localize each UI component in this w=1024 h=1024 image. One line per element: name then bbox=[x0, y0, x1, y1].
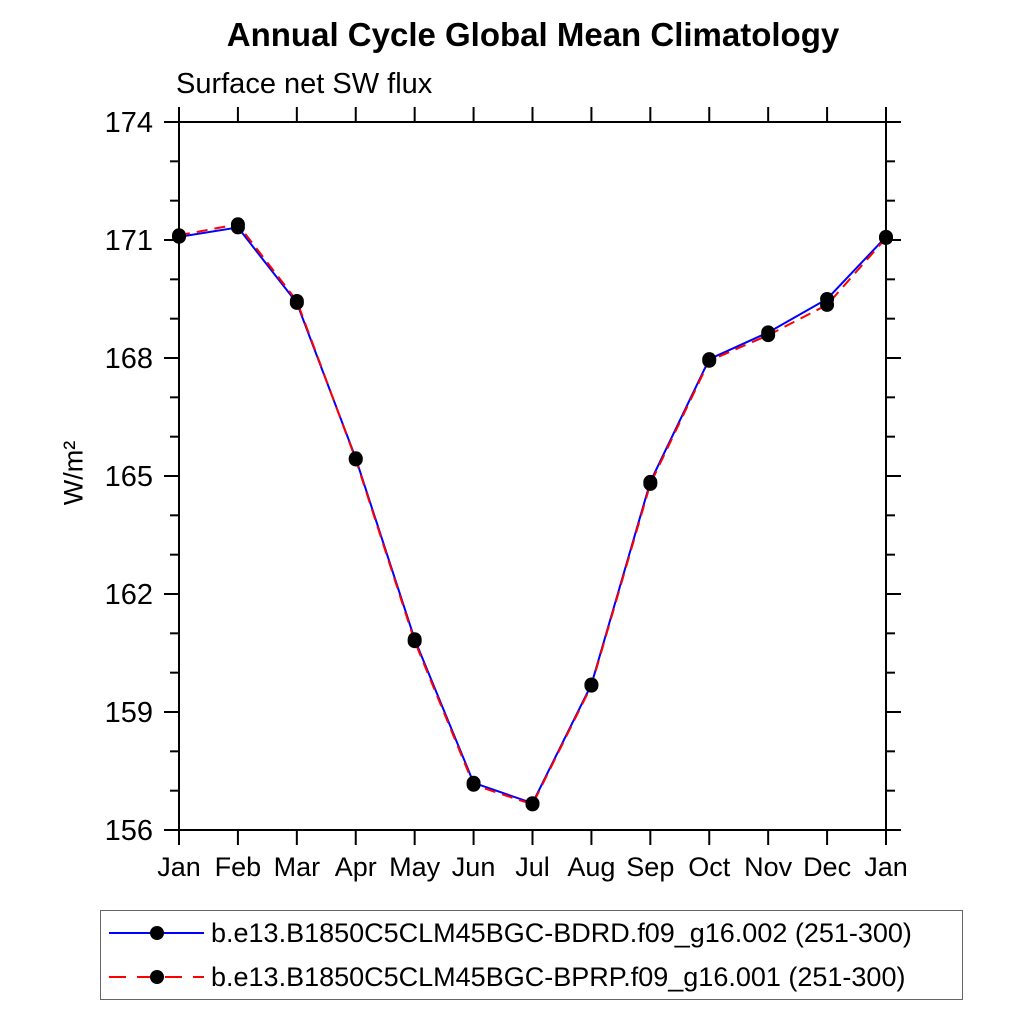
svg-text:Jan: Jan bbox=[864, 852, 908, 882]
series-lines bbox=[178, 223, 887, 806]
legend: b.e13.B1850C5CLM45BGC-BDRD.f09_g16.002 (… bbox=[100, 910, 963, 1000]
x-axis-ticks: Jan Feb Mar Apr May Jun Jul Aug Sep Oct Nov Dec Jan bbox=[157, 107, 908, 882]
svg-text:Oct: Oct bbox=[688, 852, 731, 882]
legend-line-sample-blue-solid bbox=[109, 926, 204, 940]
legend-row-series-1: b.e13.B1850C5CLM45BGC-BDRD.f09_g16.002 (… bbox=[101, 911, 962, 955]
svg-text:May: May bbox=[389, 852, 441, 882]
svg-text:Sep: Sep bbox=[626, 852, 674, 882]
svg-text:156: 156 bbox=[105, 815, 153, 847]
chart-subtitle: Surface net SW flux bbox=[176, 68, 433, 100]
data-point-marker bbox=[466, 777, 481, 792]
data-point-marker bbox=[348, 452, 363, 467]
legend-marker-dot bbox=[150, 926, 164, 940]
svg-text:Jun: Jun bbox=[452, 852, 496, 882]
data-point-marker bbox=[289, 293, 304, 308]
data-point-marker bbox=[230, 217, 245, 232]
svg-text:Nov: Nov bbox=[744, 852, 793, 882]
svg-text:Jul: Jul bbox=[515, 852, 550, 882]
y-axis-ticks: 156 159 162 165 168 171 174 bbox=[105, 107, 901, 847]
svg-text:Jan: Jan bbox=[157, 852, 201, 882]
data-point-marker bbox=[643, 476, 658, 491]
data-point-marker bbox=[407, 634, 422, 649]
legend-label-series-2: b.e13.B1850C5CLM45BGC-BPRP.f09_g16.001 (… bbox=[211, 961, 906, 992]
series-line bbox=[178, 226, 887, 805]
svg-text:171: 171 bbox=[105, 225, 153, 257]
svg-text:162: 162 bbox=[105, 579, 153, 611]
svg-text:Feb: Feb bbox=[215, 852, 262, 882]
svg-text:165: 165 bbox=[105, 461, 153, 493]
axis-frame bbox=[178, 121, 887, 831]
data-point-marker bbox=[879, 231, 893, 246]
legend-label-series-1: b.e13.B1850C5CLM45BGC-BDRD.f09_g16.002 (… bbox=[211, 917, 912, 948]
legend-line-sample-red-dashed bbox=[109, 970, 204, 984]
data-point-marker bbox=[761, 328, 776, 343]
svg-text:Aug: Aug bbox=[567, 852, 615, 882]
svg-text:159: 159 bbox=[105, 697, 153, 729]
svg-text:174: 174 bbox=[105, 107, 153, 139]
svg-text:Apr: Apr bbox=[335, 852, 377, 882]
legend-marker-dot bbox=[150, 970, 164, 984]
svg-text:Mar: Mar bbox=[274, 852, 321, 882]
legend-row-series-2: b.e13.B1850C5CLM45BGC-BPRP.f09_g16.001 (… bbox=[101, 955, 962, 999]
series-markers bbox=[172, 217, 893, 812]
data-point-marker bbox=[525, 797, 540, 812]
chart-title: Annual Cycle Global Mean Climatology bbox=[226, 16, 840, 53]
data-point-marker bbox=[820, 297, 835, 312]
data-point-marker bbox=[172, 228, 186, 243]
svg-text:Dec: Dec bbox=[803, 852, 851, 882]
svg-text:168: 168 bbox=[105, 343, 153, 375]
data-point-marker bbox=[702, 353, 717, 368]
series-line bbox=[178, 223, 887, 806]
data-point-marker bbox=[584, 678, 599, 693]
